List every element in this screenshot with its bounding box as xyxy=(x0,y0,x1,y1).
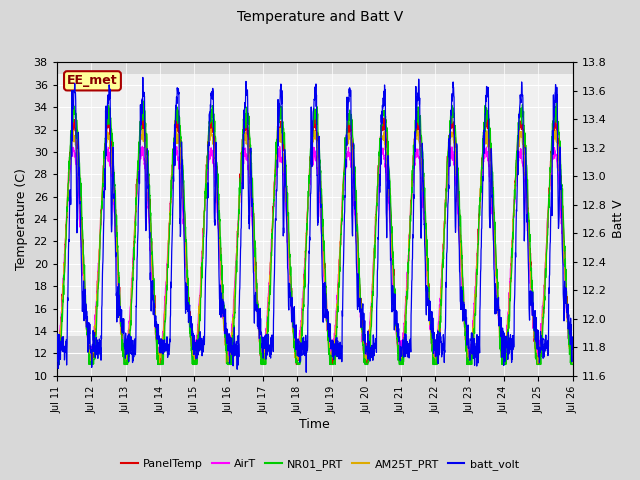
Bar xyxy=(57,336,573,376)
Bar xyxy=(57,62,573,73)
Y-axis label: Batt V: Batt V xyxy=(612,200,625,239)
Legend: PanelTemp, AirT, NR01_PRT, AM25T_PRT, batt_volt: PanelTemp, AirT, NR01_PRT, AM25T_PRT, ba… xyxy=(116,455,524,474)
Text: Temperature and Batt V: Temperature and Batt V xyxy=(237,10,403,24)
X-axis label: Time: Time xyxy=(300,419,330,432)
Y-axis label: Temperature (C): Temperature (C) xyxy=(15,168,28,270)
Text: EE_met: EE_met xyxy=(67,74,118,87)
